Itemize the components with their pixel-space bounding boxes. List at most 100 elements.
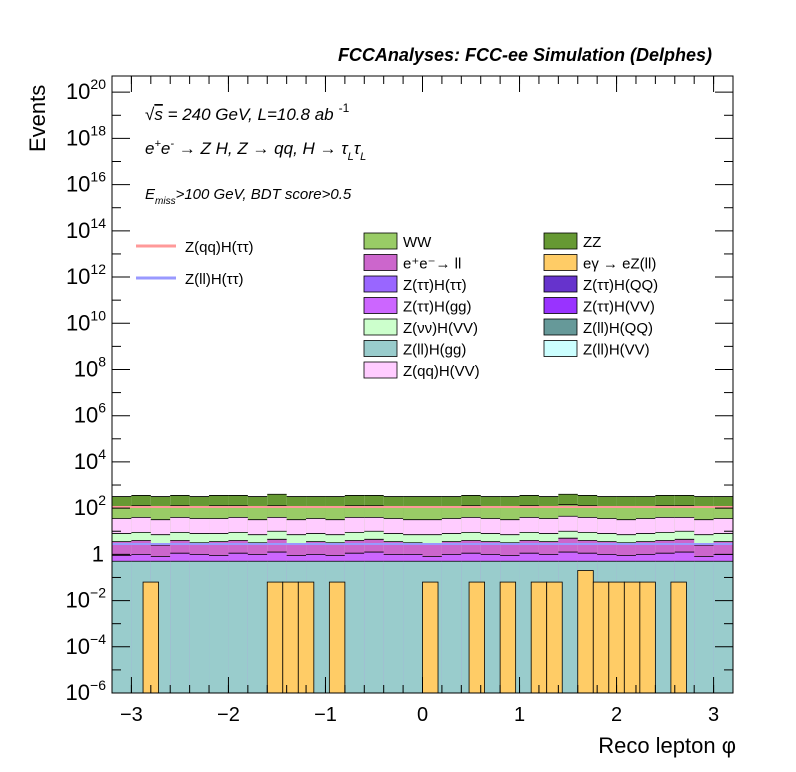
stack-bar bbox=[170, 561, 190, 693]
y-tick-label: 1012 bbox=[66, 261, 106, 289]
process-e1: e bbox=[145, 139, 154, 158]
process-tau1: τ bbox=[341, 139, 349, 158]
legend-box-swatch bbox=[363, 232, 398, 250]
egamma-bar bbox=[623, 581, 641, 694]
egamma-bar bbox=[297, 581, 315, 694]
y-tick-label: 104 bbox=[74, 446, 106, 474]
stack-bar bbox=[383, 561, 404, 693]
y-tick-label: 1014 bbox=[66, 215, 106, 243]
stack-bar bbox=[247, 561, 268, 693]
y-tick-label: 10−4 bbox=[66, 631, 107, 659]
legend-box-swatch bbox=[543, 318, 578, 336]
legend-entry-label: eγ → eZ(ll) bbox=[583, 256, 656, 273]
legend-entry-label: Z(ττ)H(ττ) bbox=[403, 277, 467, 294]
legend-entry-label: Z(ττ)H(VV) bbox=[583, 299, 655, 316]
y-tick-label: 1018 bbox=[66, 122, 106, 150]
ticks-layer: −3 −2 −1 0 1 2 3 10−6 10−4 10−2 1 102 104 106 108 1010 1… bbox=[66, 76, 734, 726]
stack-bar bbox=[112, 561, 132, 693]
process-annotation: e+e- → Z H, Z → qq, H → τLτL bbox=[145, 138, 366, 163]
stack-bar bbox=[403, 561, 423, 693]
x-axis-label: Reco lepton φ bbox=[598, 733, 736, 758]
y-tick-label: 108 bbox=[74, 353, 106, 381]
cut-rest: >100 GeV, BDT score>0.5 bbox=[176, 186, 352, 203]
process-rest: → Z H, Z → qq, H → bbox=[174, 139, 341, 158]
energy-text: = 240 GeV, L=10.8 ab bbox=[163, 105, 334, 124]
process-plus: + bbox=[154, 138, 161, 150]
stack-bar bbox=[713, 561, 733, 693]
stack-bar bbox=[480, 561, 501, 693]
y-tick-label: 10−2 bbox=[66, 585, 107, 613]
y-tick-label: 10−6 bbox=[66, 677, 107, 705]
egamma-bar bbox=[328, 581, 346, 694]
plot-layer bbox=[112, 493, 733, 694]
stack-bar bbox=[228, 561, 248, 693]
egamma-bar bbox=[530, 581, 548, 694]
legend-entry-label: Z(ll)H(QQ) bbox=[583, 320, 653, 337]
legend-entry-label: Z(ll)H(gg) bbox=[403, 342, 466, 359]
egamma-bar bbox=[546, 581, 563, 694]
legend-box-swatch bbox=[543, 275, 578, 293]
stack-bar bbox=[364, 561, 384, 693]
stack-bar bbox=[558, 561, 578, 693]
legend-box-swatch bbox=[363, 254, 398, 271]
legend-box-swatch bbox=[363, 297, 398, 314]
cut-annotation: Emiss>100 GeV, BDT score>0.5 bbox=[145, 186, 352, 207]
y-tick-label: 106 bbox=[74, 400, 106, 428]
y-tick-label: 102 bbox=[74, 492, 106, 520]
legend-box-swatch bbox=[363, 361, 398, 379]
lumi-exponent: -1 bbox=[339, 101, 350, 115]
legend-box-swatch bbox=[543, 297, 578, 314]
y-tick-label: 1010 bbox=[66, 307, 106, 335]
chart-title: FCCAnalyses: FCC-ee Simulation (Delphes) bbox=[338, 45, 712, 65]
x-tick-label: 1 bbox=[514, 704, 525, 726]
x-tick-label: −3 bbox=[120, 704, 143, 726]
legend-entry-label: Z(qq)H(ττ) bbox=[185, 239, 254, 256]
cut-sub: miss bbox=[155, 196, 176, 207]
legend-entry-label: ZZ bbox=[583, 234, 601, 251]
process-minus: - bbox=[170, 138, 174, 150]
process-sub-l1: L bbox=[348, 151, 354, 163]
y-tick-label: 1020 bbox=[66, 76, 106, 104]
process-sub-l2: L bbox=[360, 151, 366, 163]
stack-bar bbox=[441, 561, 462, 693]
egamma-bar bbox=[608, 581, 625, 694]
egamma-bar bbox=[670, 581, 687, 694]
legend-entry-label: Z(ll)H(ττ) bbox=[185, 271, 244, 288]
egamma-bar bbox=[577, 570, 594, 694]
legend-entry-label: Z(ττ)H(QQ) bbox=[583, 277, 658, 294]
process-e2: e bbox=[161, 139, 170, 158]
legend-entry-label: WW bbox=[403, 234, 432, 251]
x-tick-label: 0 bbox=[417, 704, 428, 726]
stack-bar bbox=[209, 561, 229, 693]
stack-bar bbox=[189, 561, 210, 693]
stack-bar bbox=[655, 561, 675, 693]
y-axis-label: Events bbox=[25, 85, 50, 152]
egamma-bar bbox=[592, 581, 610, 694]
x-axis-label-text: Reco lepton φ bbox=[598, 733, 736, 758]
egamma-bar bbox=[266, 581, 284, 694]
y-tick-label: 1 bbox=[92, 541, 104, 566]
legend-box-swatch bbox=[543, 232, 578, 250]
legend-box-swatch bbox=[363, 340, 398, 357]
legend-entry-label: Z(ττ)H(gg) bbox=[403, 299, 472, 316]
energy-var: s bbox=[154, 105, 163, 124]
x-tick-label: −1 bbox=[314, 704, 337, 726]
egamma-bar bbox=[142, 581, 159, 694]
x-tick-label: 3 bbox=[708, 704, 719, 726]
cut-e: E bbox=[145, 186, 156, 203]
energy-annotation: √s = 240 GeV, L=10.8 ab -1 bbox=[145, 101, 350, 124]
legend-box-swatch bbox=[363, 275, 398, 293]
legend-entry-label: Z(νν)H(VV) bbox=[403, 320, 478, 337]
y-tick-label: 1016 bbox=[66, 169, 106, 197]
egamma-bar bbox=[282, 581, 299, 694]
legend-entry-label: Z(qq)H(VV) bbox=[403, 363, 480, 380]
x-tick-label: 2 bbox=[611, 704, 622, 726]
legend: Z(qq)H(ττ) Z(ll)H(ττ) WW e⁺e⁻→ ll Z(ττ)H(ττ)… bbox=[136, 232, 658, 380]
stack-bar bbox=[694, 561, 714, 693]
legend-box-swatch bbox=[543, 340, 578, 357]
sqrt-symbol: √ bbox=[145, 105, 155, 124]
x-tick-label: −2 bbox=[217, 704, 240, 726]
egamma-bar bbox=[422, 581, 439, 694]
